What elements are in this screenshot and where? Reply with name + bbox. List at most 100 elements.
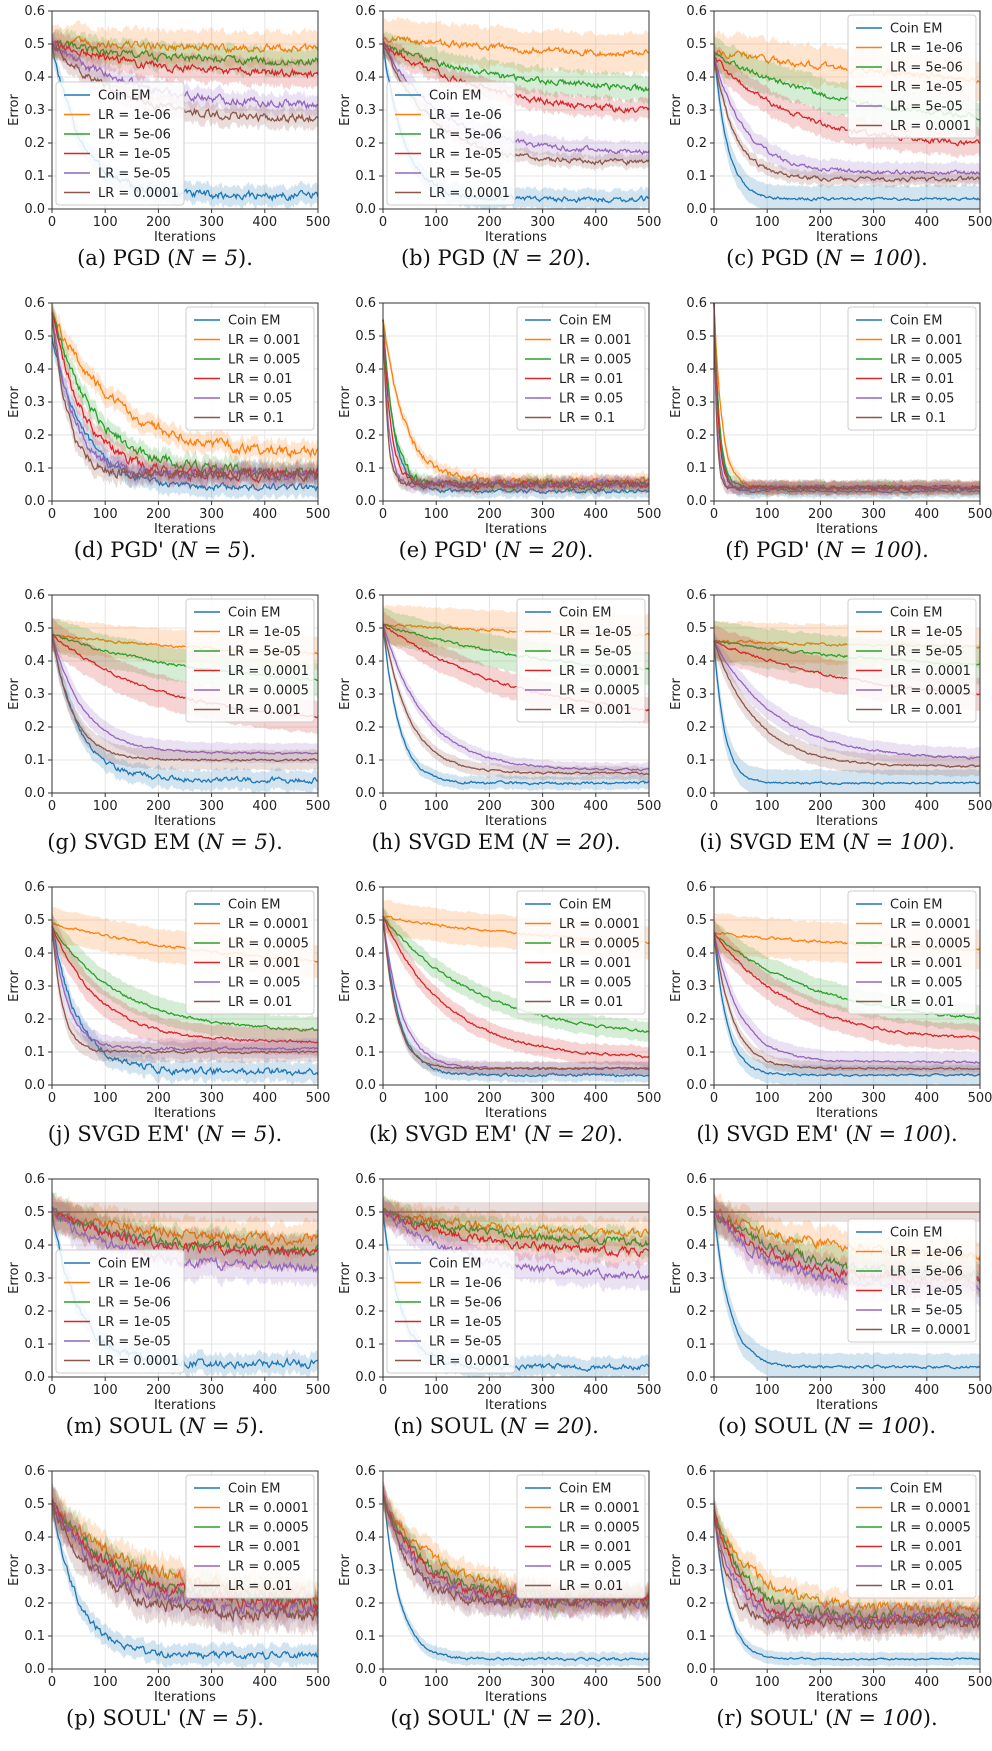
x-tick-label: 300 [861, 507, 886, 522]
series-line-2 [382, 1207, 650, 1248]
legend-entry: LR = 0.0001 [429, 186, 510, 201]
caption-n: N = 20 [502, 538, 579, 562]
caption-suffix: ). [249, 1706, 264, 1730]
y-tick-label: 0.4 [24, 1530, 45, 1545]
legend-entry: LR = 1e-06 [890, 41, 963, 56]
chart-m: 0.0 0.1 0.2 0.3 0.4 0.5 0.6 0 100 200 300 400 500 Ite… [7, 1172, 330, 1413]
caption-suffix: ). [912, 246, 928, 270]
series-line-1 [382, 35, 650, 58]
series-line-0 [713, 1503, 981, 1661]
chart-o: 0.0 0.1 0.2 0.3 0.4 0.5 0.6 0 100 200 300 400 500 Ite… [669, 1172, 992, 1413]
legend-entry: Coin EM [890, 314, 942, 329]
series-band-1 [714, 303, 980, 497]
legend-entry: LR = 0.01 [559, 1579, 623, 1594]
y-tick-label: 0.1 [24, 169, 45, 184]
caption-n: (n) SOUL (N = 20). [331, 1414, 661, 1438]
legend-box [516, 598, 646, 723]
y-tick-label: 0.5 [24, 329, 45, 344]
series-band-5 [52, 916, 318, 1064]
series-line-1 [51, 311, 319, 460]
series-band-0 [714, 627, 980, 793]
legend-entry: LR = 0.1 [559, 411, 615, 426]
y-tick-label: 0.2 [24, 1304, 45, 1319]
series-line-5 [713, 302, 981, 492]
x-tick-label: 0 [379, 507, 387, 522]
legend-entry: Coin EM [228, 606, 280, 621]
y-tick-label: 0.4 [355, 70, 376, 85]
chart-i: 0.0 0.1 0.2 0.3 0.4 0.5 0.6 0 100 200 300 400 500 Ite… [669, 588, 992, 829]
legend-box [185, 598, 315, 723]
series-line-3 [382, 41, 650, 114]
legend-entry: LR = 0.0005 [228, 684, 309, 699]
series-line-3 [51, 1499, 319, 1614]
y-tick-label: 0.4 [355, 362, 376, 377]
series-line-5 [51, 43, 319, 124]
x-tick-label: 400 [252, 1383, 277, 1398]
y-tick-label: 0.5 [355, 329, 376, 344]
series-band-3 [383, 1196, 649, 1270]
y-tick-label: 0.5 [24, 1497, 45, 1512]
series-band-0 [383, 313, 649, 501]
y-tick-label: 0.2 [686, 136, 707, 151]
y-tick-label: 0.5 [355, 913, 376, 928]
legend-entry: LR = 1e-05 [890, 80, 963, 95]
series-line-4 [51, 40, 319, 110]
legend-entry: LR = 0.001 [228, 956, 301, 971]
series-line-0 [713, 50, 981, 202]
y-tick-label: 0.2 [24, 720, 45, 735]
series-band-4 [383, 618, 649, 778]
legend-entry: LR = 0.005 [228, 353, 301, 368]
x-tick-label: 100 [424, 507, 449, 522]
y-axis-label: Error [669, 94, 684, 126]
caption-label: (q) SOUL' ( [390, 1706, 511, 1730]
caption-suffix: ). [586, 1706, 602, 1730]
series-band-3 [383, 32, 649, 123]
series-line-4 [51, 634, 319, 756]
series-line-4 [713, 1510, 981, 1627]
y-axis-label: Error [669, 970, 684, 1002]
chart-panel-k: 0.0 0.1 0.2 0.3 0.4 0.5 0.6 0 100 200 300 400 500 Ite… [331, 876, 661, 1167]
caption-n: N = 100 [823, 246, 913, 270]
y-axis-label: Error [338, 386, 353, 418]
y-tick-label: 0.3 [686, 687, 707, 702]
caption-i: (i) SVGD EM (N = 100). [662, 830, 992, 854]
series-band-4 [52, 1192, 318, 1288]
x-axis-label: Iterations [154, 814, 216, 829]
caption-label: (d) PGD' ( [73, 538, 179, 562]
x-tick-label: 0 [379, 1091, 387, 1106]
x-tick-label: 0 [710, 215, 718, 230]
y-axis-label: Error [7, 970, 22, 1002]
series-band-3 [383, 906, 649, 1068]
legend-entry: LR = 0.01 [559, 372, 623, 387]
legend-box [516, 1474, 646, 1599]
series-band-4 [714, 922, 980, 1074]
x-tick-label: 100 [755, 799, 780, 814]
x-tick-label: 300 [199, 215, 224, 230]
y-tick-label: 0.6 [24, 4, 45, 19]
y-tick-label: 0.3 [355, 395, 376, 410]
legend-entry: LR = 0.0001 [559, 917, 640, 932]
caption-n: N = 100 [824, 538, 914, 562]
x-tick-label: 500 [637, 215, 661, 230]
chart-panel-b: 0.0 0.1 0.2 0.3 0.4 0.5 0.6 0 100 200 300 400 500 Ite… [331, 0, 661, 291]
x-tick-label: 400 [583, 1383, 608, 1398]
x-tick-label: 200 [146, 1383, 171, 1398]
chart-j: 0.0 0.1 0.2 0.3 0.4 0.5 0.6 0 100 200 300 400 500 Ite… [7, 880, 330, 1121]
y-tick-label: 0.6 [24, 1464, 45, 1479]
legend-box [185, 890, 315, 1015]
x-axis-label: Iterations [154, 1106, 216, 1121]
series-band-0 [383, 1201, 649, 1377]
x-tick-label: 200 [477, 1091, 502, 1106]
x-axis-label: Iterations [154, 1398, 216, 1413]
y-tick-label: 0.1 [24, 1045, 45, 1060]
caption-suffix: ). [267, 1122, 283, 1146]
series-line-5 [382, 1493, 650, 1611]
x-tick-label: 400 [583, 507, 608, 522]
y-tick-label: 0.6 [686, 1172, 707, 1187]
y-tick-label: 0.0 [355, 494, 376, 509]
x-tick-label: 100 [424, 1091, 449, 1106]
legend-entry: Coin EM [890, 22, 942, 37]
y-tick-label: 0.2 [355, 428, 376, 443]
series-band-4 [52, 916, 318, 1061]
legend-entry: LR = 1e-06 [429, 108, 502, 123]
